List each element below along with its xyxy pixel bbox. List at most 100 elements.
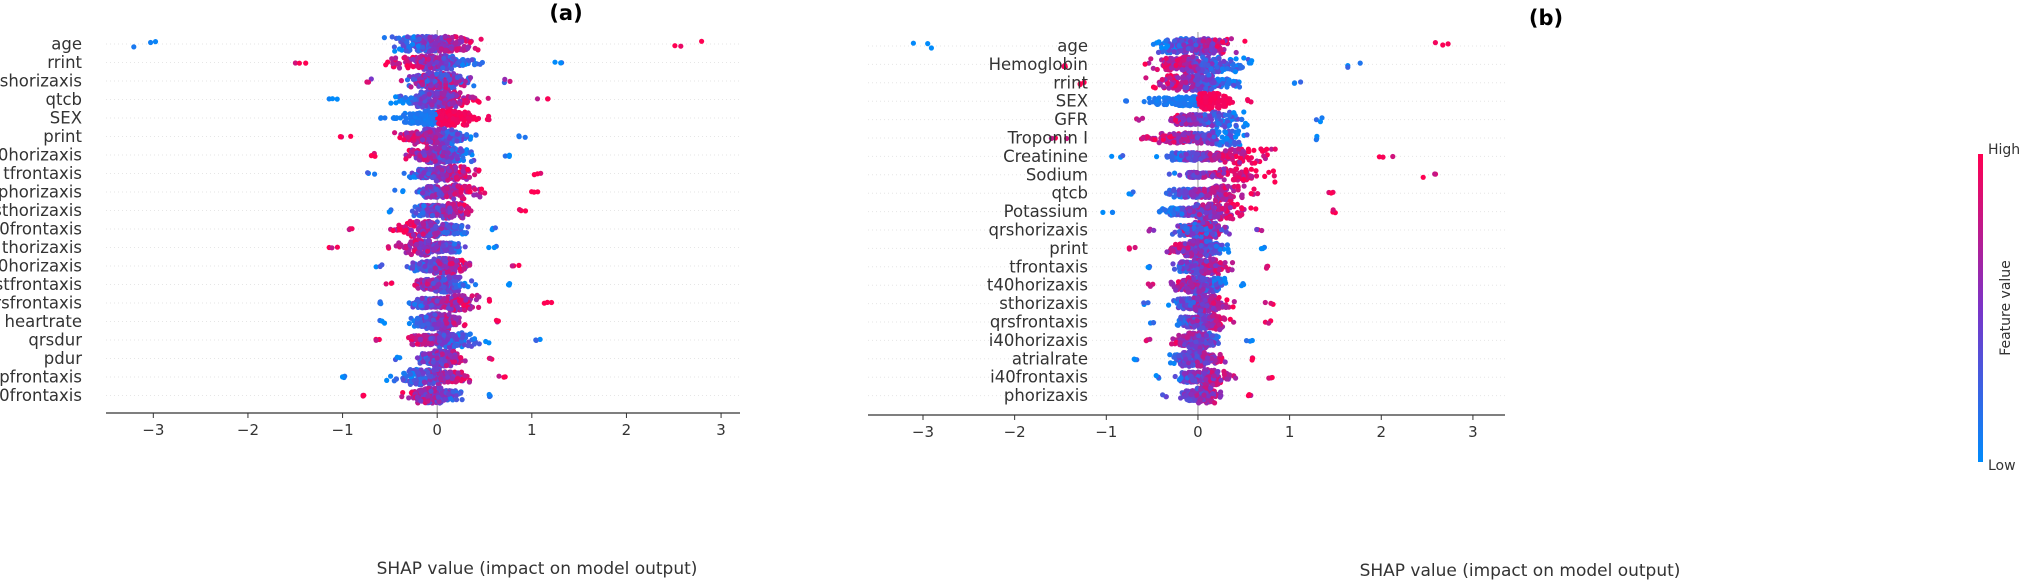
- shap-point: [424, 304, 430, 310]
- shap-point: [415, 43, 421, 49]
- shap-point: [476, 99, 482, 105]
- shap-point: [396, 65, 403, 71]
- shap-point: [447, 205, 453, 211]
- shap-point: [478, 36, 484, 42]
- shap-point: [452, 274, 458, 280]
- shap-point: [431, 97, 437, 104]
- shap-point: [469, 57, 475, 63]
- shap-point: [442, 256, 448, 262]
- shap-point: [545, 96, 551, 102]
- shap-point: [361, 392, 367, 398]
- shap-point: [378, 301, 384, 307]
- shap-point: [386, 209, 392, 215]
- shap-point: [451, 224, 457, 230]
- shap-point: [428, 335, 434, 341]
- shap-point: [414, 111, 420, 117]
- shap-point: [334, 244, 340, 250]
- shap-point: [420, 137, 426, 143]
- shap-point: [678, 43, 684, 49]
- shap-point: [450, 55, 456, 61]
- shap-point: [491, 244, 497, 251]
- shap-point: [437, 261, 443, 267]
- shap-point: [426, 61, 432, 68]
- shap-point: [440, 65, 446, 71]
- shap-point: [425, 248, 431, 254]
- shap-point: [467, 39, 473, 46]
- shap-point: [418, 303, 424, 309]
- shap-point: [447, 112, 453, 118]
- shap-point: [392, 115, 398, 121]
- shap-point: [462, 97, 468, 103]
- shap-point: [446, 37, 452, 43]
- shap-point: [467, 189, 473, 195]
- shap-point: [349, 226, 355, 232]
- shap-point: [433, 244, 440, 250]
- shap-point: [415, 250, 421, 256]
- shap-point: [394, 354, 400, 360]
- shap-point: [424, 145, 430, 151]
- shap-point: [452, 292, 458, 299]
- shap-point: [476, 167, 482, 173]
- shap-point: [458, 35, 464, 41]
- shap-point: [434, 298, 440, 304]
- shap-point: [393, 55, 399, 61]
- shap-point: [292, 60, 298, 66]
- shap-point: [487, 355, 493, 361]
- shap-point: [465, 166, 471, 172]
- shap-point: [296, 60, 302, 66]
- shap-point: [427, 166, 433, 172]
- shap-point: [389, 34, 395, 40]
- shap-point: [373, 337, 379, 343]
- shap-point: [389, 56, 395, 62]
- shap-point: [459, 62, 465, 68]
- shap-point: [461, 196, 467, 202]
- shap-point: [417, 336, 423, 342]
- shap-point: [448, 66, 455, 72]
- shap-point: [404, 58, 410, 64]
- shap-point: [422, 263, 428, 269]
- shap-point: [393, 376, 399, 382]
- shap-point: [437, 375, 444, 381]
- shap-point: [449, 376, 455, 382]
- shap-point: [420, 150, 426, 156]
- shap-point: [406, 395, 412, 401]
- shap-point: [406, 320, 412, 327]
- shap-point: [451, 320, 457, 326]
- panel-a-title: (a): [549, 1, 582, 25]
- shap-point: [392, 48, 398, 54]
- panel-a: (a) agerrintqrshorizaxisqtcbSEXprintt40h…: [0, 1, 740, 579]
- shap-point: [423, 314, 429, 320]
- shap-point: [486, 391, 492, 398]
- shap-point: [496, 373, 502, 379]
- shap-point: [434, 71, 440, 77]
- shap-point: [420, 370, 426, 376]
- shap-point: [419, 295, 425, 301]
- shap-point: [414, 241, 420, 247]
- shap-point: [456, 100, 462, 106]
- shap-point: [516, 133, 522, 139]
- shap-point: [443, 47, 449, 53]
- shap-point: [459, 148, 465, 154]
- shap-point: [407, 218, 413, 224]
- shap-point: [531, 189, 537, 195]
- shap-point: [495, 318, 501, 324]
- shap-point: [458, 355, 464, 361]
- shap-point: [452, 354, 458, 360]
- shap-point: [443, 85, 449, 91]
- shap-point: [441, 100, 447, 106]
- shap-point: [533, 337, 539, 343]
- shap-point: [467, 117, 473, 123]
- shap-point: [444, 337, 450, 343]
- shap-point: [475, 47, 481, 53]
- shap-point: [429, 193, 436, 199]
- shap-point: [449, 260, 455, 267]
- shap-point: [403, 227, 409, 233]
- shap-point: [461, 183, 467, 189]
- shap-point: [430, 359, 436, 365]
- shap-point: [440, 221, 446, 228]
- shap-point: [420, 210, 426, 216]
- shap-point: [420, 322, 426, 329]
- shap-point: [464, 122, 470, 128]
- shap-point: [429, 47, 435, 54]
- shap-point: [445, 379, 451, 385]
